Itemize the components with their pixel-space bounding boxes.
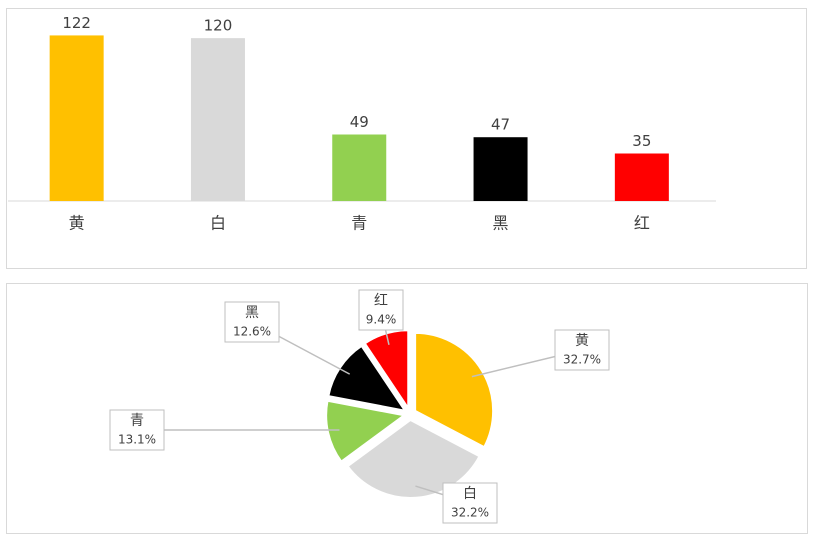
data-label-box <box>109 409 165 451</box>
bar <box>614 153 669 201</box>
pie-slice <box>346 418 481 499</box>
pie-slice <box>327 344 408 413</box>
category-label: 红 <box>374 293 388 309</box>
data-label-box <box>358 289 404 331</box>
pie-slice <box>363 329 410 412</box>
bar <box>332 134 387 201</box>
value-label: 49 <box>350 113 369 131</box>
x-tick-label: 黄 <box>69 214 85 233</box>
x-tick-label: 青 <box>351 214 367 233</box>
value-label: 47 <box>491 116 510 134</box>
bar <box>49 35 104 201</box>
category-label: 青 <box>130 413 144 429</box>
value-label: 32.7% <box>563 353 601 367</box>
pie-slice <box>414 331 495 449</box>
data-label-box <box>554 329 610 371</box>
value-label: 32.2% <box>451 506 489 520</box>
category-label: 黄 <box>575 332 589 349</box>
category-label: 黑 <box>245 305 259 321</box>
x-tick-label: 黑 <box>493 214 509 233</box>
category-label: 白 <box>463 486 477 502</box>
value-label: 120 <box>204 17 233 35</box>
x-tick-label: 红 <box>634 214 650 233</box>
value-label: 12.6% <box>233 325 271 339</box>
value-label: 35 <box>632 132 651 150</box>
data-label-box <box>442 482 498 524</box>
bar <box>473 137 528 201</box>
data-label-box <box>224 301 280 343</box>
value-label: 13.1% <box>118 433 156 447</box>
x-tick-label: 白 <box>210 214 226 233</box>
value-label: 9.4% <box>366 313 397 327</box>
bar-chart-frame <box>6 8 807 269</box>
value-label: 122 <box>62 14 91 32</box>
bar <box>190 38 245 202</box>
pie-slice <box>325 399 407 463</box>
